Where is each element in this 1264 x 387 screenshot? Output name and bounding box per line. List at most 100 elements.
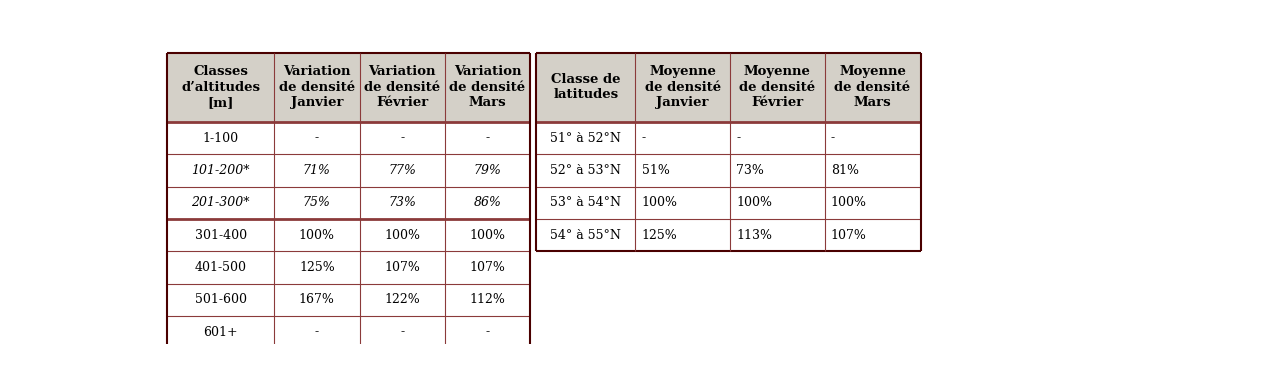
Bar bbox=[445, 316, 530, 348]
Text: Moyenne
de densité
Mars: Moyenne de densité Mars bbox=[834, 65, 910, 109]
Bar bbox=[274, 154, 359, 187]
Text: 86%: 86% bbox=[474, 196, 502, 209]
Bar bbox=[824, 154, 920, 187]
Bar bbox=[167, 122, 274, 154]
Text: 100%: 100% bbox=[298, 229, 335, 241]
Text: 100%: 100% bbox=[736, 196, 772, 209]
Bar bbox=[359, 154, 445, 187]
Bar bbox=[729, 187, 824, 219]
Bar bbox=[274, 122, 359, 154]
Bar bbox=[636, 53, 729, 122]
Text: 107%: 107% bbox=[384, 261, 420, 274]
Bar bbox=[445, 187, 530, 219]
Bar bbox=[824, 187, 920, 219]
Text: -: - bbox=[485, 325, 489, 339]
Bar bbox=[536, 219, 636, 251]
Text: 501-600: 501-600 bbox=[195, 293, 246, 306]
Bar bbox=[274, 187, 359, 219]
Bar bbox=[636, 187, 729, 219]
Bar bbox=[636, 122, 729, 154]
Text: -: - bbox=[830, 132, 834, 145]
Bar bbox=[824, 219, 920, 251]
Bar bbox=[729, 53, 824, 122]
Bar bbox=[359, 251, 445, 284]
Bar bbox=[729, 154, 824, 187]
Text: 75%: 75% bbox=[303, 196, 331, 209]
Bar bbox=[445, 122, 530, 154]
Text: Classe de
latitudes: Classe de latitudes bbox=[551, 73, 621, 101]
Bar bbox=[729, 219, 824, 251]
Text: 54° à 55°N: 54° à 55°N bbox=[550, 229, 621, 241]
Text: -: - bbox=[736, 132, 741, 145]
Text: 100%: 100% bbox=[469, 229, 506, 241]
Text: 201-300*: 201-300* bbox=[192, 196, 250, 209]
Text: Variation
de densité
Février: Variation de densité Février bbox=[364, 65, 440, 109]
Text: 125%: 125% bbox=[300, 261, 335, 274]
Bar bbox=[167, 251, 274, 284]
Bar bbox=[167, 316, 274, 348]
Text: 71%: 71% bbox=[303, 164, 331, 177]
Bar bbox=[167, 284, 274, 316]
Bar bbox=[359, 219, 445, 251]
Text: 601+: 601+ bbox=[204, 325, 238, 339]
Text: 401-500: 401-500 bbox=[195, 261, 246, 274]
Text: Variation
de densité
Janvier: Variation de densité Janvier bbox=[279, 65, 355, 109]
Bar bbox=[824, 122, 920, 154]
Bar bbox=[445, 154, 530, 187]
Bar bbox=[445, 251, 530, 284]
Text: Moyenne
de densité
Février: Moyenne de densité Février bbox=[739, 65, 815, 109]
Bar bbox=[536, 187, 636, 219]
Text: -: - bbox=[642, 132, 646, 145]
Bar bbox=[167, 154, 274, 187]
Text: 73%: 73% bbox=[736, 164, 763, 177]
Bar bbox=[274, 284, 359, 316]
Text: 101-200*: 101-200* bbox=[192, 164, 250, 177]
Bar bbox=[167, 187, 274, 219]
Text: 1-100: 1-100 bbox=[202, 132, 239, 145]
Bar bbox=[729, 122, 824, 154]
Bar bbox=[274, 251, 359, 284]
Bar bbox=[167, 53, 274, 122]
Text: 107%: 107% bbox=[830, 229, 867, 241]
Bar bbox=[359, 187, 445, 219]
Bar bbox=[445, 219, 530, 251]
Text: 52° à 53°N: 52° à 53°N bbox=[550, 164, 621, 177]
Text: 79%: 79% bbox=[474, 164, 502, 177]
Text: 100%: 100% bbox=[830, 196, 867, 209]
Bar bbox=[274, 53, 359, 122]
Bar bbox=[445, 53, 530, 122]
Bar bbox=[359, 284, 445, 316]
Text: 100%: 100% bbox=[384, 229, 420, 241]
Text: 100%: 100% bbox=[642, 196, 678, 209]
Bar bbox=[274, 219, 359, 251]
Text: 51° à 52°N: 51° à 52°N bbox=[550, 132, 621, 145]
Text: 53° à 54°N: 53° à 54°N bbox=[550, 196, 622, 209]
Text: Variation
de densité
Mars: Variation de densité Mars bbox=[449, 65, 526, 109]
Text: Classes
d’altitudes
[m]: Classes d’altitudes [m] bbox=[181, 65, 260, 109]
Text: -: - bbox=[315, 325, 319, 339]
Text: Moyenne
de densité
Janvier: Moyenne de densité Janvier bbox=[645, 65, 720, 109]
Text: 113%: 113% bbox=[736, 229, 772, 241]
Text: 77%: 77% bbox=[388, 164, 416, 177]
Bar bbox=[445, 284, 530, 316]
Bar bbox=[636, 154, 729, 187]
Text: 122%: 122% bbox=[384, 293, 420, 306]
Bar bbox=[359, 122, 445, 154]
Bar bbox=[636, 219, 729, 251]
Bar bbox=[536, 53, 636, 122]
Text: 51%: 51% bbox=[642, 164, 670, 177]
Text: 81%: 81% bbox=[830, 164, 858, 177]
Bar bbox=[359, 316, 445, 348]
Bar bbox=[824, 53, 920, 122]
Text: 73%: 73% bbox=[388, 196, 416, 209]
Bar bbox=[536, 154, 636, 187]
Text: 167%: 167% bbox=[300, 293, 335, 306]
Text: 301-400: 301-400 bbox=[195, 229, 246, 241]
Bar bbox=[274, 316, 359, 348]
Bar bbox=[536, 122, 636, 154]
Text: 112%: 112% bbox=[469, 293, 506, 306]
Text: 125%: 125% bbox=[642, 229, 678, 241]
Text: 107%: 107% bbox=[469, 261, 506, 274]
Bar bbox=[167, 219, 274, 251]
Bar bbox=[359, 53, 445, 122]
